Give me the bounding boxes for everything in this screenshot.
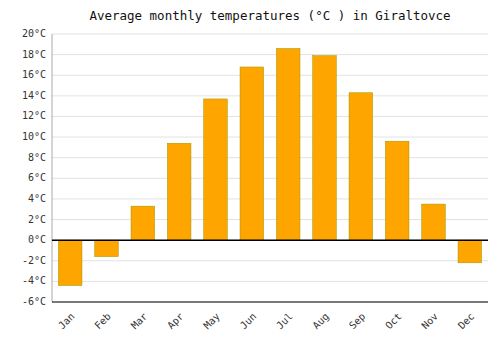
y-axis-line	[52, 34, 53, 302]
x-tick-label: Jun	[238, 311, 259, 332]
y-tick-label: 8°C	[28, 152, 46, 163]
grid-line	[52, 281, 488, 282]
y-tick-label: 6°C	[28, 172, 46, 183]
grid-line	[52, 260, 488, 261]
y-tick-label: 18°C	[22, 49, 46, 60]
grid-line	[52, 116, 488, 117]
y-tick-label: -2°C	[22, 255, 46, 266]
x-tick-label: Apr	[165, 311, 186, 332]
bar	[458, 240, 482, 263]
y-tick-label: -4°C	[22, 275, 46, 286]
bar	[204, 99, 228, 240]
grid-line	[52, 198, 488, 199]
grid-line	[52, 137, 488, 138]
x-tick-label: Oct	[383, 311, 404, 332]
grid-line	[52, 178, 488, 179]
title: Average monthly temperatures (°C ) in Gi…	[89, 8, 450, 23]
y-tick-label: 10°C	[22, 131, 46, 142]
x-tick-label: Mar	[129, 311, 150, 332]
x-tick-label: Jul	[274, 311, 295, 332]
bar	[313, 56, 337, 241]
x-axis-line	[52, 302, 488, 303]
bar	[240, 67, 264, 240]
bar	[276, 48, 300, 240]
x-tick-label: Aug	[310, 311, 331, 332]
bar	[422, 204, 446, 240]
y-tick-label: 12°C	[22, 110, 46, 121]
x-tick-label: May	[201, 311, 222, 332]
y-tick-label: 14°C	[22, 90, 46, 101]
grid-line	[52, 157, 488, 158]
grid-line	[52, 240, 488, 241]
y-tick-label: 16°C	[22, 69, 46, 80]
bar	[95, 240, 119, 256]
bar	[58, 240, 82, 285]
x-tick-label: Dec	[456, 311, 477, 332]
bar	[385, 141, 409, 240]
y-tick-label: 0°C	[28, 234, 46, 245]
grid-line	[52, 75, 488, 76]
grid-line	[52, 95, 488, 96]
y-tick-label: 20°C	[22, 28, 46, 39]
bar	[349, 93, 373, 240]
grid	[52, 34, 488, 302]
grid-line	[52, 302, 488, 303]
grid-line	[52, 54, 488, 55]
zero-line	[52, 239, 488, 241]
bars	[58, 48, 481, 285]
y-tick-label: 2°C	[28, 214, 46, 225]
chart-container: -6°C -4°C -2°C 0°C 2°C 4°C 6°C 8°C 10°C 12°C 14°C 1…	[0, 0, 500, 350]
y-tick-label: 4°C	[28, 193, 46, 204]
x-tick-label: Feb	[92, 311, 113, 332]
x-tick-label: Jan	[56, 311, 77, 332]
x-tick-label: Sep	[347, 311, 368, 332]
bar	[131, 206, 155, 240]
bar	[167, 143, 191, 240]
y-tick-label: -6°C	[22, 296, 46, 307]
grid-line	[52, 34, 488, 35]
x-tick-label: Nov	[419, 311, 440, 332]
chart: -6°C -4°C -2°C 0°C 2°C 4°C 6°C 8°C 10°C 12°C 14°C 1…	[0, 0, 500, 350]
